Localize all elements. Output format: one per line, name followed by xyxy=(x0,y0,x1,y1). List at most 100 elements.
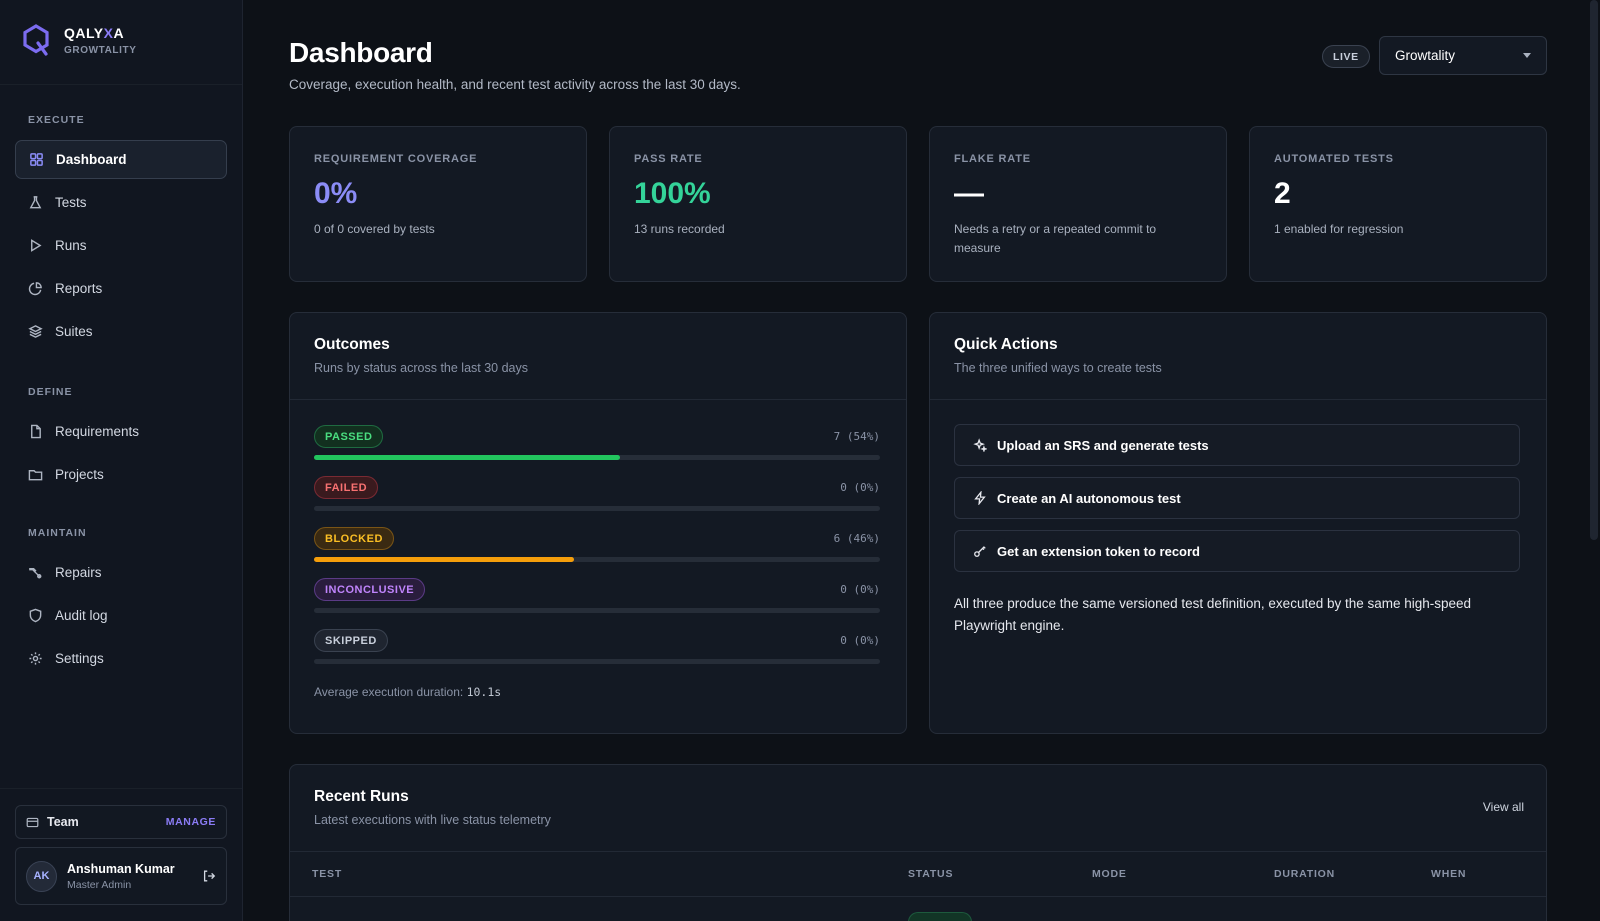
grid-icon xyxy=(29,152,44,167)
progress-track xyxy=(314,557,880,562)
logout-icon[interactable] xyxy=(202,869,216,883)
column-header-when[interactable]: WHEN xyxy=(1431,868,1467,880)
divider xyxy=(930,399,1546,400)
sidebar-item-label: Audit log xyxy=(55,608,108,623)
pie-chart-icon xyxy=(28,281,43,296)
quick-actions-panel: Quick Actions The three unified ways to … xyxy=(929,312,1547,734)
file-icon xyxy=(28,424,43,439)
stat-label: FLAKE RATE xyxy=(954,153,1031,165)
wrench-icon xyxy=(28,565,43,580)
sidebar-item-audit-log[interactable]: Audit log xyxy=(15,596,227,635)
status-badge: FAILED xyxy=(314,476,379,499)
user-role: Master Admin xyxy=(67,878,132,891)
stat-description: Needs a retry or a repeated commit to me… xyxy=(954,222,1157,255)
stat-value: 2 xyxy=(1274,177,1291,210)
sidebar-item-settings[interactable]: Settings xyxy=(15,639,227,678)
section-label-maintain: MAINTAIN xyxy=(28,527,87,539)
sidebar-item-label: Settings xyxy=(55,651,104,666)
live-badge: LIVE xyxy=(1322,45,1370,68)
view-all-link[interactable]: View all xyxy=(1482,800,1524,814)
outcome-count: 0 (0%) xyxy=(840,583,880,596)
stat-description: 1 enabled for regression xyxy=(1274,222,1404,236)
stat-label: AUTOMATED TESTS xyxy=(1274,153,1394,165)
lightning-icon xyxy=(974,491,986,505)
sidebar-item-reports[interactable]: Reports xyxy=(15,269,227,308)
sidebar-item-projects[interactable]: Projects xyxy=(15,455,227,494)
upload-srs-button[interactable]: Upload an SRS and generate tests xyxy=(954,424,1520,466)
progress-fill xyxy=(314,455,620,460)
sidebar-item-label: Runs xyxy=(55,238,87,253)
panel-title: Quick Actions xyxy=(954,336,1058,353)
shield-icon xyxy=(28,608,43,623)
sidebar-item-runs[interactable]: Runs xyxy=(15,226,227,265)
sidebar-item-suites[interactable]: Suites xyxy=(15,312,227,351)
sidebar-item-label: Reports xyxy=(55,281,103,296)
stat-label: REQUIREMENT COVERAGE xyxy=(314,153,478,165)
column-header-test[interactable]: TEST xyxy=(312,868,343,880)
outcome-count: 0 (0%) xyxy=(840,481,880,494)
user-card[interactable]: AK Anshuman Kumar Master Admin xyxy=(15,847,227,905)
extension-token-button[interactable]: Get an extension token to record xyxy=(954,530,1520,572)
stat-label: PASS RATE xyxy=(634,153,703,165)
quick-action-label: Upload an SRS and generate tests xyxy=(997,437,1209,453)
status-badge: INCONCLUSIVE xyxy=(314,578,426,601)
folder-icon xyxy=(28,467,43,482)
section-label-execute: EXECUTE xyxy=(28,114,85,126)
stat-card-flake-rate: FLAKE RATE — Needs a retry or a repeated… xyxy=(929,126,1227,282)
layers-icon xyxy=(28,324,43,339)
divider xyxy=(290,399,906,400)
sidebar-item-label: Dashboard xyxy=(56,152,127,167)
stat-card-automated-tests: AUTOMATED TESTS 2 1 enabled for regressi… xyxy=(1249,126,1547,282)
status-badge: SKIPPED xyxy=(314,629,388,652)
sidebar-item-tests[interactable]: Tests xyxy=(15,183,227,222)
panel-subtitle: Runs by status across the last 30 days xyxy=(314,361,528,375)
stat-card-pass-rate: PASS RATE 100% 13 runs recorded xyxy=(609,126,907,282)
sidebar-item-label: Projects xyxy=(55,467,104,482)
sidebar-item-dashboard[interactable]: Dashboard xyxy=(15,140,227,179)
team-label: Team xyxy=(47,815,79,829)
quick-action-label: Get an extension token to record xyxy=(997,543,1200,559)
progress-track xyxy=(314,608,880,613)
organization-select[interactable]: Growtality xyxy=(1379,36,1547,75)
status-badge: BLOCKED xyxy=(314,527,394,550)
manage-team-button[interactable]: MANAGE xyxy=(165,816,216,828)
quick-actions-note: All three produce the same versioned tes… xyxy=(954,596,1472,633)
page-title: Dashboard xyxy=(289,37,433,68)
outcomes-panel: Outcomes Runs by status across the last … xyxy=(289,312,907,734)
stat-value: 0% xyxy=(314,177,358,210)
divider xyxy=(290,896,1546,897)
column-header-status[interactable]: STATUS xyxy=(908,868,954,880)
chevron-down-icon xyxy=(1523,53,1531,58)
progress-track xyxy=(314,455,880,460)
stat-card-requirement-coverage: REQUIREMENT COVERAGE 0% 0 of 0 covered b… xyxy=(289,126,587,282)
divider xyxy=(0,788,242,789)
create-ai-test-button[interactable]: Create an AI autonomous test xyxy=(954,477,1520,519)
divider xyxy=(0,84,242,85)
flask-icon xyxy=(28,195,43,210)
stat-description: 0 of 0 covered by tests xyxy=(314,222,435,236)
user-name: Anshuman Kumar xyxy=(67,861,175,876)
average-duration-value: 10.1s xyxy=(466,685,502,699)
sidebar-item-label: Repairs xyxy=(55,565,102,580)
brand-logo-icon xyxy=(23,24,49,56)
sidebar-item-repairs[interactable]: Repairs xyxy=(15,553,227,592)
column-header-duration[interactable]: DURATION xyxy=(1274,868,1336,880)
outcome-count: 0 (0%) xyxy=(840,634,880,647)
team-card[interactable]: Team MANAGE xyxy=(15,805,227,839)
sidebar-item-requirements[interactable]: Requirements xyxy=(15,412,227,451)
scrollbar[interactable] xyxy=(1590,0,1598,540)
divider xyxy=(290,851,1546,852)
average-duration-label: Average execution duration: xyxy=(314,685,464,699)
section-label-define: DEFINE xyxy=(28,386,73,398)
gear-icon xyxy=(28,651,43,666)
progress-track xyxy=(314,659,880,664)
column-header-mode[interactable]: MODE xyxy=(1092,868,1127,880)
sparkles-icon xyxy=(973,438,987,452)
outcome-count: 7 (54%) xyxy=(833,430,880,443)
brand[interactable]: QALYXA GROWTALITY xyxy=(22,24,136,56)
status-badge xyxy=(908,912,972,921)
panel-subtitle: Latest executions with live status telem… xyxy=(314,813,551,827)
outcome-count: 6 (46%) xyxy=(833,532,880,545)
progress-track xyxy=(314,506,880,511)
panel-title: Recent Runs xyxy=(314,788,409,805)
